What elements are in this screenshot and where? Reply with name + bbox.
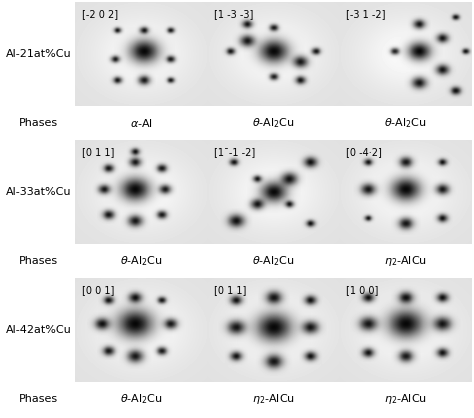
Text: $\eta_2$-AlCu: $\eta_2$-AlCu — [252, 392, 295, 406]
Text: [1 -3 -3]: [1 -3 -3] — [214, 9, 253, 19]
Text: Al-42at%Cu: Al-42at%Cu — [6, 325, 72, 335]
Text: $\theta$-Al$_2$Cu: $\theta$-Al$_2$Cu — [252, 116, 295, 130]
Text: [0 -4·2]: [0 -4·2] — [346, 147, 382, 157]
Text: [0 0 1]: [0 0 1] — [82, 285, 114, 295]
Text: Phases: Phases — [19, 394, 58, 404]
Text: Al-33at%Cu: Al-33at%Cu — [6, 187, 72, 197]
Text: $\theta$-Al$_2$Cu: $\theta$-Al$_2$Cu — [252, 254, 295, 268]
Text: $\alpha$-Al: $\alpha$-Al — [129, 117, 153, 129]
Text: [1¯-1 -2]: [1¯-1 -2] — [214, 147, 255, 157]
Text: $\eta_2$-AlCu: $\eta_2$-AlCu — [384, 254, 427, 268]
Text: [0 1 1]: [0 1 1] — [214, 285, 246, 295]
Text: $\theta$-Al$_2$Cu: $\theta$-Al$_2$Cu — [120, 254, 163, 268]
Text: $\theta$-Al$_2$Cu: $\theta$-Al$_2$Cu — [120, 392, 163, 406]
Text: [-2 0 2]: [-2 0 2] — [82, 9, 118, 19]
Text: $\eta_2$-AlCu: $\eta_2$-AlCu — [384, 392, 427, 406]
Text: [1 0 0]: [1 0 0] — [346, 285, 378, 295]
Text: $\theta$-Al$_2$Cu: $\theta$-Al$_2$Cu — [384, 116, 427, 130]
Text: Phases: Phases — [19, 118, 58, 128]
Text: Phases: Phases — [19, 256, 58, 266]
Text: Al-21at%Cu: Al-21at%Cu — [6, 49, 72, 59]
Text: [0 1 1]: [0 1 1] — [82, 147, 114, 157]
Text: [-3 1 -2]: [-3 1 -2] — [346, 9, 385, 19]
